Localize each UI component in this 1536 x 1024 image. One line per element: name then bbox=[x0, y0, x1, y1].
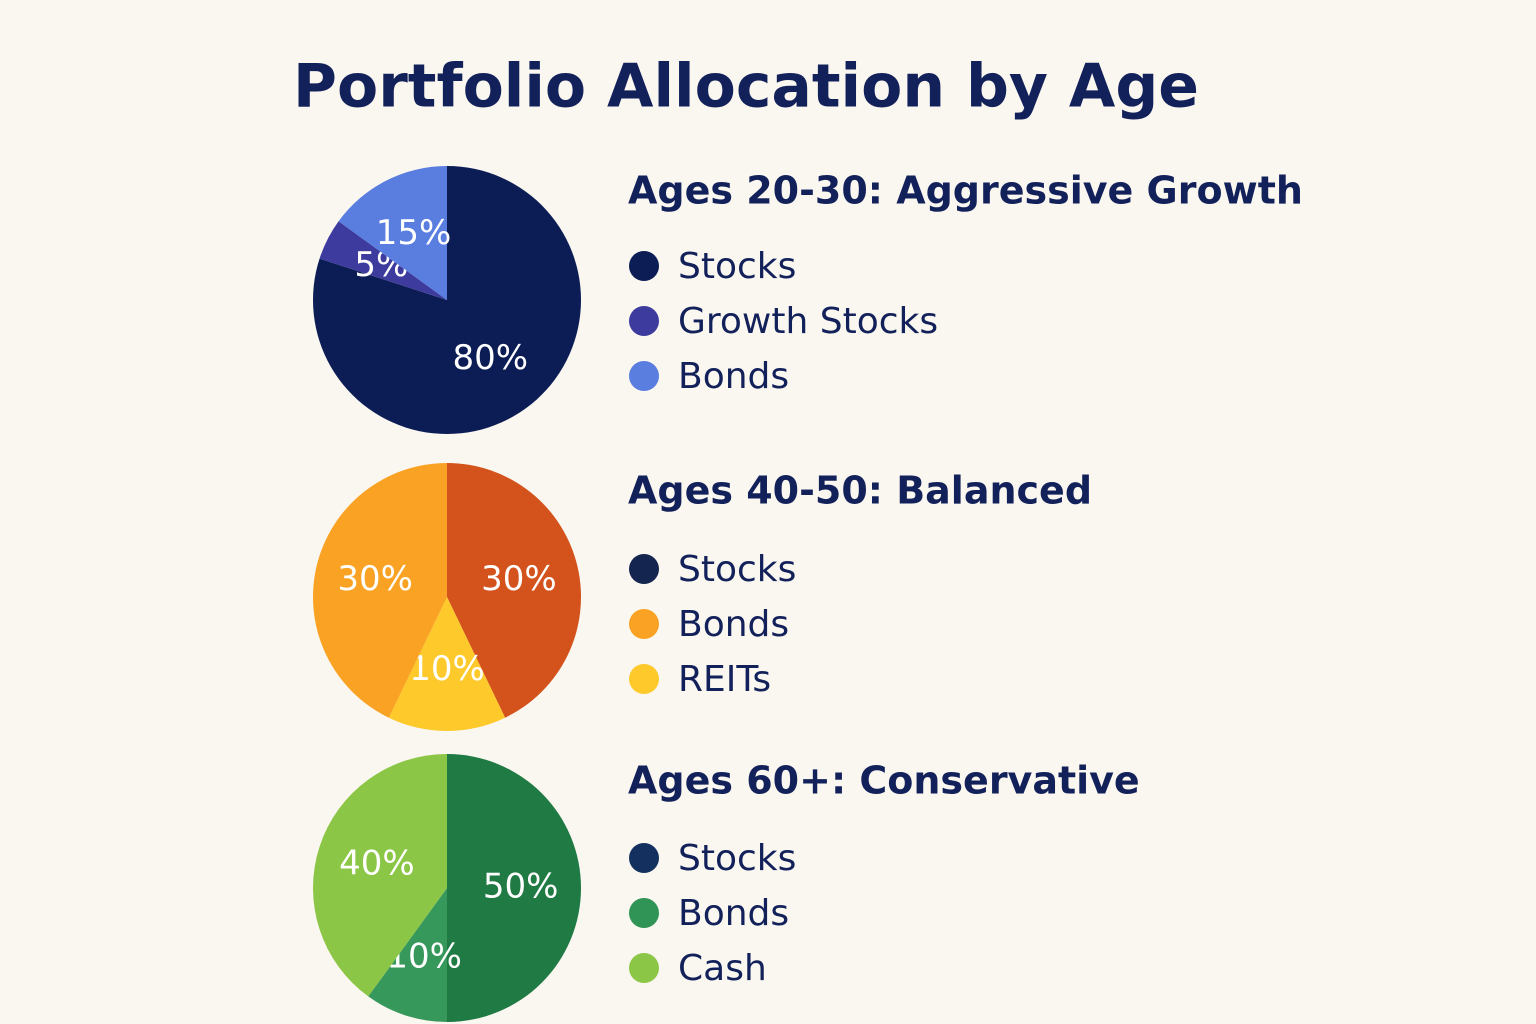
legend-label: Bonds bbox=[678, 893, 789, 934]
legend-label: Bonds bbox=[678, 356, 789, 397]
legend-label: Stocks bbox=[678, 838, 796, 879]
legend-label: Cash bbox=[678, 948, 767, 989]
slice-label: 80% bbox=[453, 338, 529, 378]
legend-swatch bbox=[629, 306, 659, 336]
slice-label: 10% bbox=[409, 649, 485, 689]
legend-label: REITs bbox=[678, 659, 771, 700]
legend-swatch bbox=[629, 251, 659, 281]
chart-title: Ages 60+: Conservative bbox=[628, 759, 1140, 803]
legend-swatch bbox=[629, 554, 659, 584]
pie-slice bbox=[319, 221, 447, 300]
slice-label: 30% bbox=[481, 559, 557, 599]
legend-swatch bbox=[629, 609, 659, 639]
pie-slice bbox=[368, 888, 447, 1022]
pie-slice bbox=[312, 463, 447, 718]
pie-slice bbox=[447, 463, 582, 718]
legend-label: Growth Stocks bbox=[678, 301, 938, 342]
slice-label: 15% bbox=[376, 213, 452, 253]
legend-label: Bonds bbox=[678, 604, 789, 645]
pie-slice bbox=[447, 754, 581, 1022]
legend-swatch bbox=[629, 843, 659, 873]
legend-label: Stocks bbox=[678, 246, 796, 287]
legend-swatch bbox=[629, 664, 659, 694]
slice-label: 50% bbox=[483, 867, 559, 907]
pie-slice bbox=[312, 754, 447, 997]
page-title: Portfolio Allocation by Age bbox=[293, 52, 1199, 122]
chart-title: Ages 20-30: Aggressive Growth bbox=[628, 169, 1303, 213]
slice-label: 30% bbox=[337, 559, 413, 599]
pie-slice bbox=[338, 166, 447, 300]
legend-label: Stocks bbox=[678, 549, 796, 590]
pie-slice bbox=[388, 597, 506, 732]
legend-swatch bbox=[629, 361, 659, 391]
slice-label: 40% bbox=[339, 844, 415, 884]
legend-swatch bbox=[629, 898, 659, 928]
chart-title: Ages 40-50: Balanced bbox=[628, 469, 1092, 513]
legend-swatch bbox=[629, 953, 659, 983]
